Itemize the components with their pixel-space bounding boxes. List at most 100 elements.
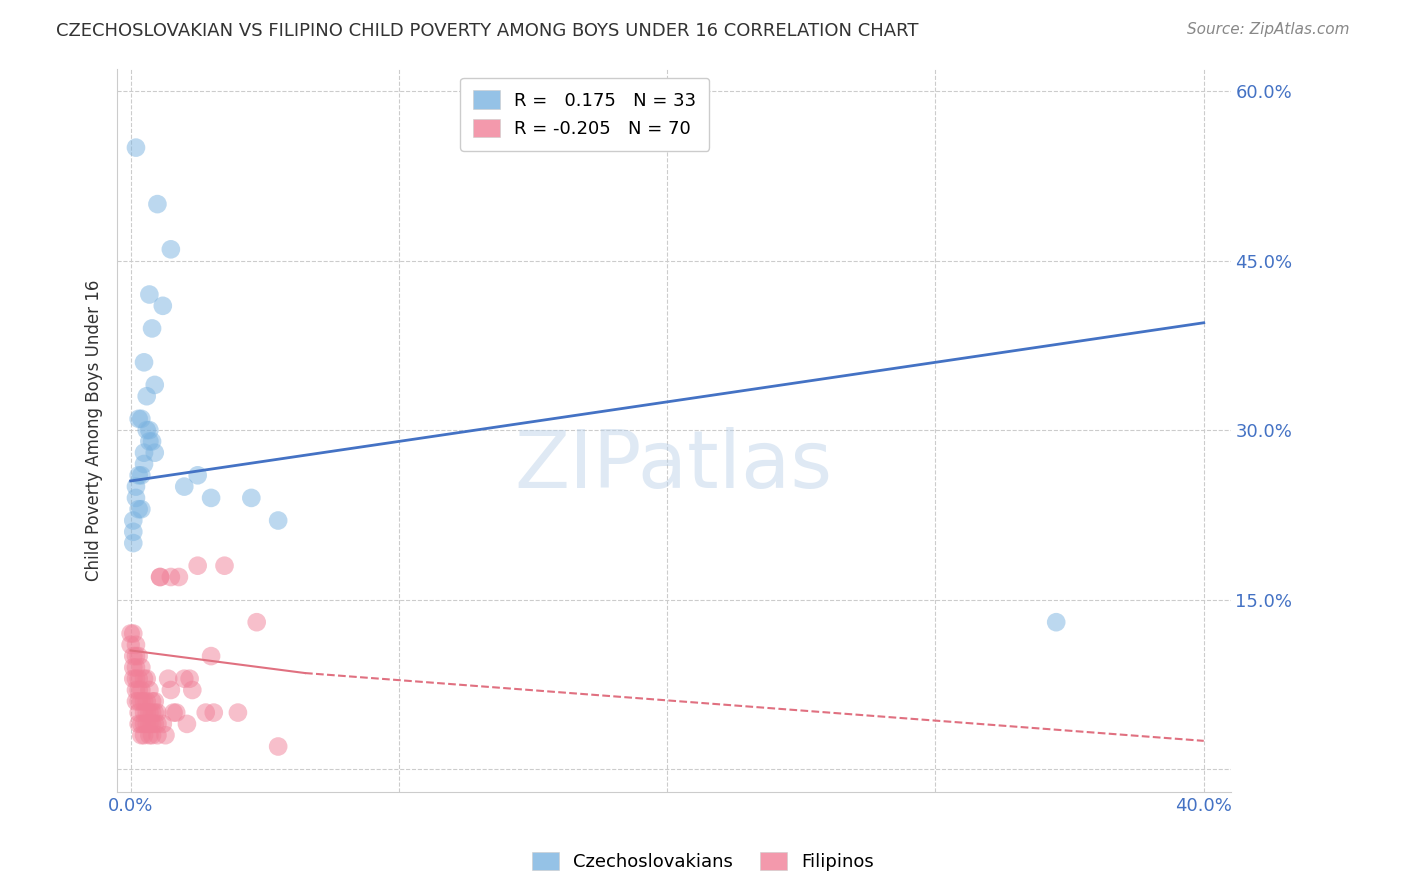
- Point: [246, 615, 269, 630]
- Point: [120, 626, 142, 640]
- Point: [132, 694, 155, 708]
- Point: [128, 694, 150, 708]
- Point: [141, 694, 163, 708]
- Point: [125, 694, 148, 708]
- Point: [226, 706, 249, 720]
- Point: [128, 468, 150, 483]
- Point: [138, 423, 160, 437]
- Point: [138, 728, 160, 742]
- Point: [128, 502, 150, 516]
- Point: [122, 514, 145, 528]
- Text: ZIPatlas: ZIPatlas: [515, 427, 832, 505]
- Point: [141, 717, 163, 731]
- Point: [194, 706, 217, 720]
- Point: [125, 672, 148, 686]
- Point: [157, 672, 180, 686]
- Point: [240, 491, 263, 505]
- Point: [122, 524, 145, 539]
- Point: [128, 683, 150, 698]
- Point: [132, 706, 155, 720]
- Point: [138, 717, 160, 731]
- Text: Source: ZipAtlas.com: Source: ZipAtlas.com: [1187, 22, 1350, 37]
- Point: [173, 672, 195, 686]
- Point: [128, 672, 150, 686]
- Point: [132, 717, 155, 731]
- Point: [200, 491, 222, 505]
- Point: [176, 717, 198, 731]
- Point: [125, 480, 148, 494]
- Point: [131, 412, 153, 426]
- Point: [152, 717, 174, 731]
- Point: [146, 717, 169, 731]
- Point: [143, 378, 166, 392]
- Point: [135, 672, 157, 686]
- Point: [141, 321, 163, 335]
- Point: [138, 287, 160, 301]
- Point: [267, 514, 290, 528]
- Y-axis label: Child Poverty Among Boys Under 16: Child Poverty Among Boys Under 16: [86, 279, 103, 581]
- Point: [132, 728, 155, 742]
- Point: [143, 717, 166, 731]
- Point: [131, 502, 153, 516]
- Point: [152, 299, 174, 313]
- Point: [131, 660, 153, 674]
- Point: [141, 434, 163, 449]
- Point: [131, 683, 153, 698]
- Point: [125, 638, 148, 652]
- Point: [131, 717, 153, 731]
- Point: [122, 626, 145, 640]
- Point: [132, 457, 155, 471]
- Point: [149, 570, 172, 584]
- Point: [122, 536, 145, 550]
- Point: [165, 706, 187, 720]
- Point: [173, 480, 195, 494]
- Point: [135, 694, 157, 708]
- Point: [122, 660, 145, 674]
- Point: [128, 649, 150, 664]
- Point: [122, 649, 145, 664]
- Point: [143, 694, 166, 708]
- Point: [128, 706, 150, 720]
- Point: [138, 683, 160, 698]
- Point: [200, 649, 222, 664]
- Point: [167, 570, 190, 584]
- Point: [131, 468, 153, 483]
- Point: [202, 706, 225, 720]
- Point: [125, 683, 148, 698]
- Point: [132, 446, 155, 460]
- Point: [125, 660, 148, 674]
- Point: [120, 638, 142, 652]
- Point: [138, 706, 160, 720]
- Point: [143, 706, 166, 720]
- Point: [160, 683, 183, 698]
- Point: [160, 243, 183, 257]
- Point: [181, 683, 204, 698]
- Point: [122, 672, 145, 686]
- Point: [160, 570, 183, 584]
- Point: [187, 558, 209, 573]
- Point: [135, 423, 157, 437]
- Point: [131, 728, 153, 742]
- Point: [125, 649, 148, 664]
- Point: [214, 558, 236, 573]
- Point: [267, 739, 290, 754]
- Legend: Czechoslovakians, Filipinos: Czechoslovakians, Filipinos: [524, 845, 882, 879]
- Point: [187, 468, 209, 483]
- Point: [141, 728, 163, 742]
- Point: [132, 355, 155, 369]
- Point: [125, 140, 148, 154]
- Legend: R =   0.175   N = 33, R = -0.205   N = 70: R = 0.175 N = 33, R = -0.205 N = 70: [460, 78, 709, 151]
- Point: [135, 706, 157, 720]
- Text: CZECHOSLOVAKIAN VS FILIPINO CHILD POVERTY AMONG BOYS UNDER 16 CORRELATION CHART: CZECHOSLOVAKIAN VS FILIPINO CHILD POVERT…: [56, 22, 918, 40]
- Point: [162, 706, 184, 720]
- Point: [128, 717, 150, 731]
- Point: [146, 197, 169, 211]
- Point: [149, 570, 172, 584]
- Point: [179, 672, 201, 686]
- Point: [135, 717, 157, 731]
- Point: [125, 491, 148, 505]
- Point: [1045, 615, 1067, 630]
- Point: [155, 728, 177, 742]
- Point: [146, 706, 169, 720]
- Point: [132, 672, 155, 686]
